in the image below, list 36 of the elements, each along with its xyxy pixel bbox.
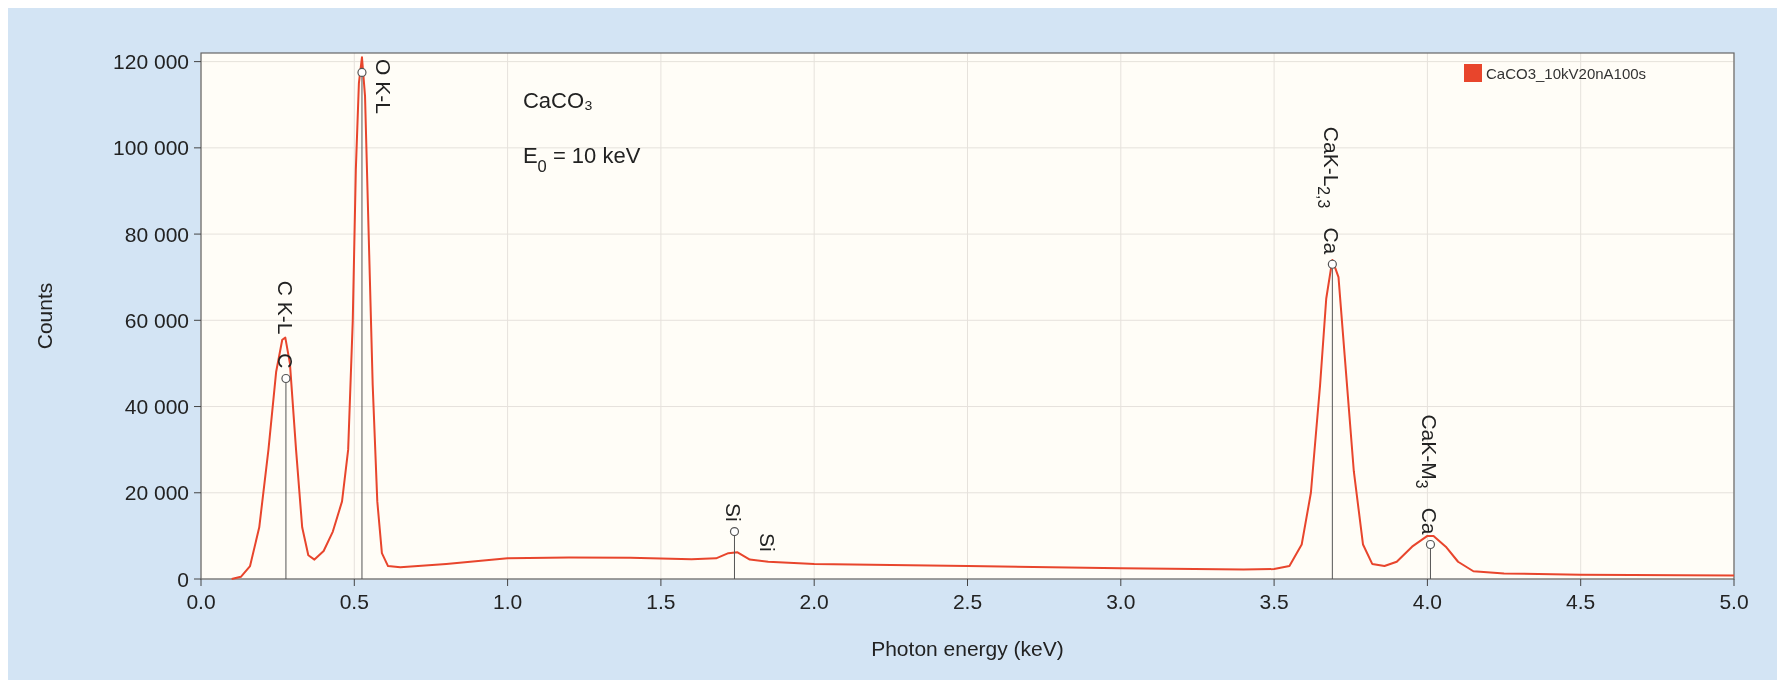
annotation: C K-L <box>274 280 298 335</box>
x-tick-label: 3.5 <box>1259 590 1289 613</box>
x-axis-title: Photon energy (keV) <box>871 637 1064 660</box>
annotation: E$_{0}$ = 10 keV <box>522 143 641 175</box>
annotation: Si <box>722 502 746 522</box>
x-tick-label: 3.0 <box>1106 590 1136 613</box>
x-tick-label: 0.5 <box>339 590 369 613</box>
y-tick-label: 80 000 <box>124 222 189 246</box>
y-tick-label: 0 <box>177 567 189 591</box>
x-tick-label: 2.0 <box>799 590 829 613</box>
x-tick-label: 4.5 <box>1566 590 1596 613</box>
x-tick-label: 5.0 <box>1719 590 1749 613</box>
x-tick-label: 1.0 <box>493 590 523 613</box>
x-tick-label: 1.5 <box>646 590 676 613</box>
line-series <box>230 56 1735 580</box>
x-tick-label: 4.0 <box>1412 590 1442 613</box>
annotation: C <box>274 353 298 369</box>
y-tick-label: 60 000 <box>124 308 189 332</box>
point <box>1327 259 1337 269</box>
y-tick-label: 40 000 <box>124 395 189 419</box>
y-tick-label: 120 000 <box>113 50 189 74</box>
point <box>281 373 291 384</box>
point <box>1425 539 1436 550</box>
annotation: Si <box>756 533 780 552</box>
x-tick-label: 0.0 <box>186 590 216 613</box>
y-axis-title: Counts <box>33 282 56 350</box>
legend-label: CaCO3_10kV20nA100s <box>1486 64 1647 82</box>
annotation: Ca <box>1418 507 1442 535</box>
annotation: O K-L <box>372 59 396 114</box>
annotation: Ca <box>1320 227 1344 255</box>
point <box>729 526 740 537</box>
y-tick-label: 100 000 <box>113 136 189 160</box>
y-tick-label: 20 000 <box>124 481 189 505</box>
x-tick-label: 2.5 <box>952 590 983 613</box>
point <box>357 67 367 77</box>
annotation: CaCO₃ <box>522 88 594 113</box>
